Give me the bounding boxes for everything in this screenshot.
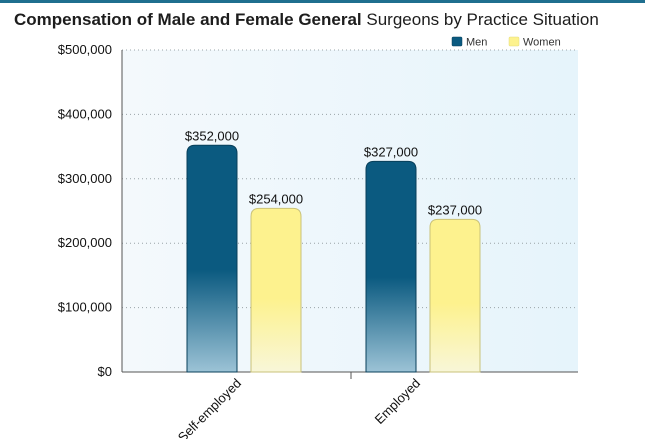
y-tick-label: $300,000 <box>58 171 112 186</box>
x-tick-label: Employed <box>372 376 423 427</box>
legend-swatch-women <box>508 36 520 47</box>
y-tick-label: $200,000 <box>58 235 112 250</box>
x-tick-label: Self-employed <box>175 376 244 439</box>
bar-women-self-employed <box>250 207 302 373</box>
legend-label-women: Women <box>523 37 561 49</box>
bar-women-employed <box>429 218 481 373</box>
y-tick-label: $100,000 <box>58 300 112 315</box>
data-label: $352,000 <box>185 128 239 143</box>
y-tick-label: $400,000 <box>58 106 112 121</box>
top-accent-line <box>0 0 645 3</box>
data-label: $254,000 <box>249 191 303 206</box>
bar-men-employed <box>365 160 417 373</box>
data-label: $327,000 <box>364 144 418 159</box>
legend-label-men: Men <box>466 37 487 49</box>
data-label: $237,000 <box>428 202 482 217</box>
y-tick-label: $0 <box>98 364 112 379</box>
chart-title-bold: Compensation of Male and Female General <box>14 10 362 29</box>
chart-title: Compensation of Male and Female General … <box>14 10 599 30</box>
bar-men-self-employed <box>186 144 238 373</box>
legend-swatch-men <box>451 36 463 47</box>
y-tick-label: $500,000 <box>58 42 112 57</box>
chart-title-rest: Surgeons by Practice Situation <box>366 10 599 29</box>
